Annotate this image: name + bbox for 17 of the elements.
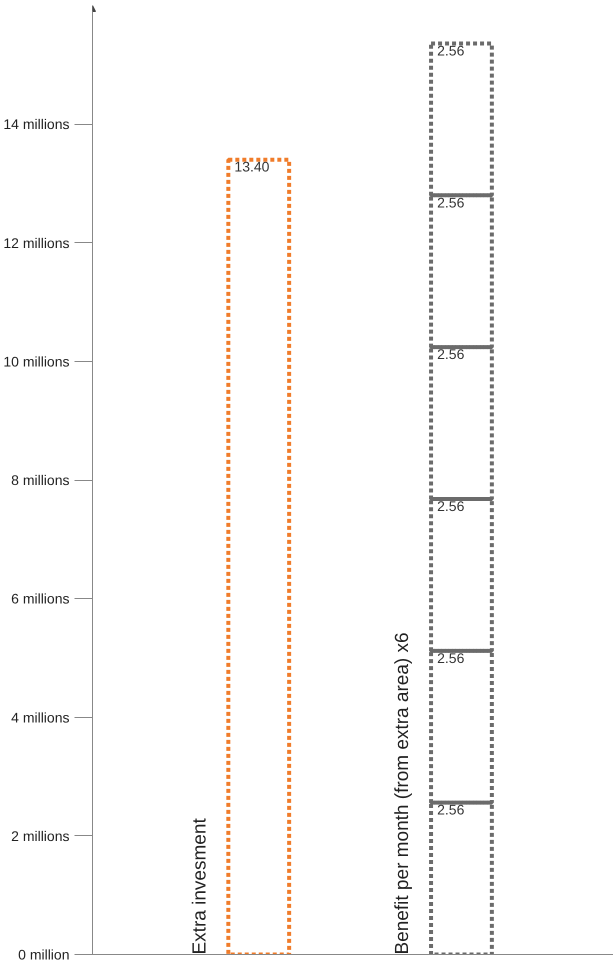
y-tick-label: 2 millions — [11, 828, 70, 844]
data-label: 13.40 — [234, 158, 270, 175]
data-label: 2.56 — [437, 346, 465, 362]
y-tick-label: 14 millions — [3, 116, 70, 132]
y-tick-label: 10 millions — [3, 353, 70, 370]
y-tick-label: 4 millions — [11, 709, 70, 726]
y-tick-label: 6 millions — [11, 590, 70, 607]
data-label: 2.56 — [437, 42, 465, 58]
y-tick-label: 12 millions — [3, 234, 70, 251]
y-tick-label: 0 million — [18, 946, 70, 962]
data-label: 2.56 — [437, 498, 465, 514]
data-label: 2.56 — [437, 802, 465, 818]
data-label: 2.56 — [437, 650, 465, 666]
x-tick-label: Benefit per month (from extra area) x6 — [392, 632, 414, 954]
data-label: 2.56 — [437, 194, 465, 210]
y-tick-label: 8 millions — [11, 472, 70, 488]
x-tick-label: Extra invesment — [189, 818, 210, 954]
